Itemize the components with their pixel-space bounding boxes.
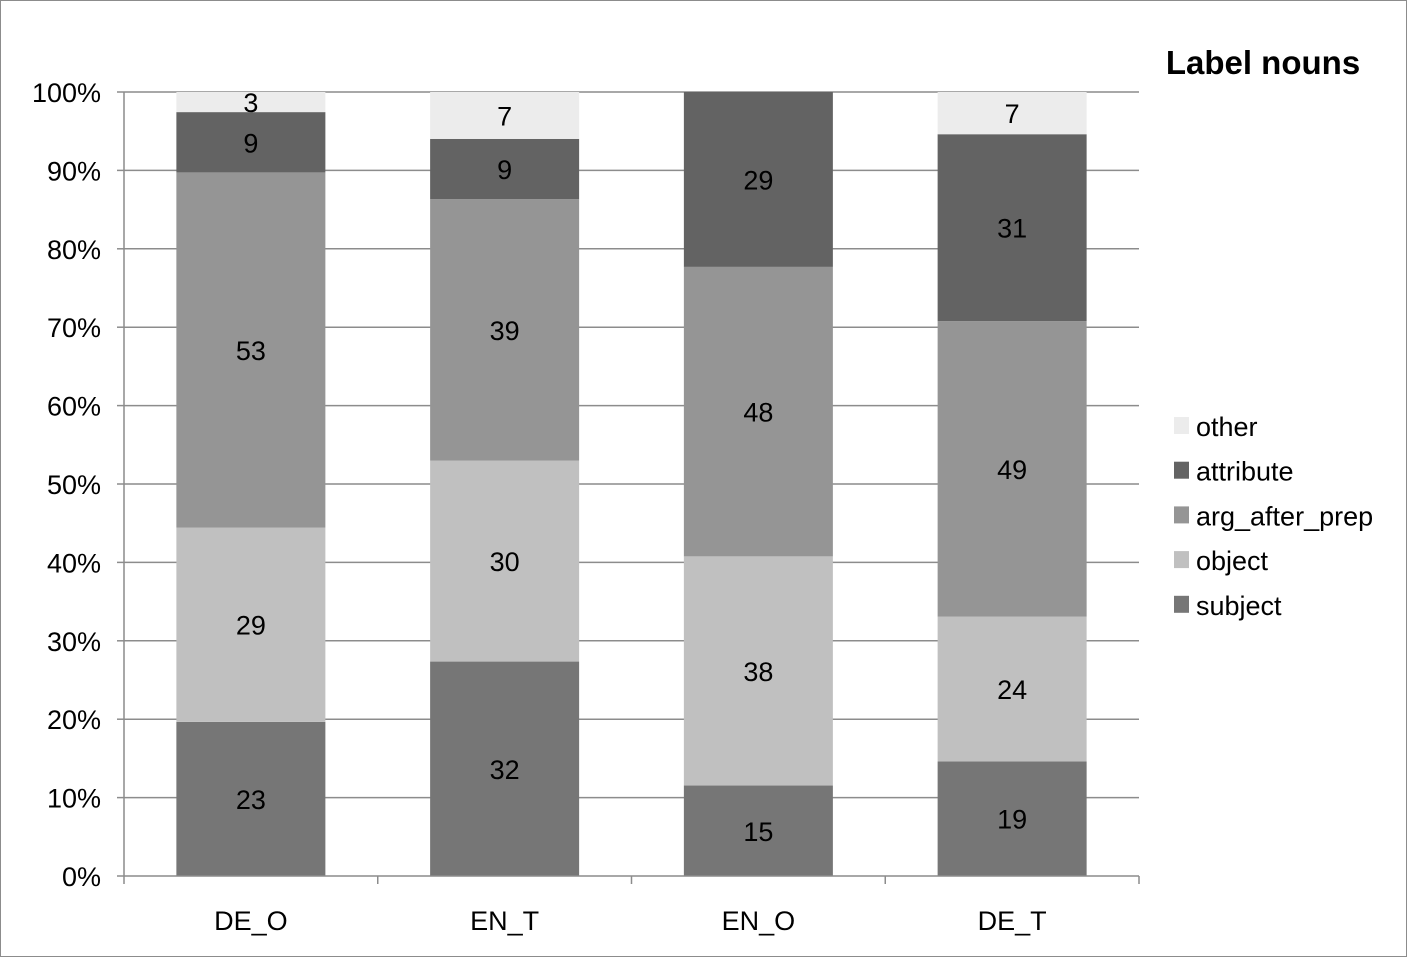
data-label: 15	[743, 817, 773, 847]
y-tick-label: 40%	[47, 548, 101, 578]
bar-segment-attribute	[176, 112, 326, 173]
bar-segment-arg-after-prep	[683, 266, 833, 557]
legend-swatch	[1174, 595, 1189, 613]
bar-segment-attribute	[430, 138, 580, 200]
bars	[176, 92, 1087, 876]
bar-segment-other	[430, 92, 580, 139]
y-tick-label: 20%	[47, 705, 101, 735]
bar-segment-attribute	[683, 92, 833, 267]
bar-segment-subject	[430, 661, 580, 876]
y-tick-label: 0%	[62, 862, 101, 892]
legend-label: other	[1196, 412, 1258, 442]
data-label: 19	[997, 805, 1027, 835]
data-label: 38	[743, 657, 773, 687]
data-label: 48	[743, 398, 773, 428]
axes: 0% 10% 20% 30% 40% 50% 60% 70% 80% 90% 100% DE_O EN_…	[32, 78, 1140, 936]
bar-segment-subject	[683, 785, 833, 876]
y-tick-label: 60%	[47, 392, 101, 422]
y-tick-label: 10%	[47, 784, 101, 814]
data-label: 23	[236, 785, 266, 815]
x-category-label: EN_T	[470, 906, 539, 936]
data-label: 7	[497, 101, 512, 131]
chart-title: Label nouns	[1166, 44, 1360, 81]
data-label: 9	[243, 128, 258, 158]
data-labels: 23 29 53 9 3 32 30 39 9 7 15 38 48 29 19 24 49 31 7	[236, 88, 1027, 847]
legend-label: subject	[1196, 591, 1282, 621]
bar-segment-arg-after-prep	[430, 199, 580, 461]
data-label: 7	[1005, 99, 1020, 129]
data-label: 3	[243, 88, 258, 118]
legend-swatch	[1174, 551, 1189, 569]
x-category-label: DE_T	[978, 906, 1047, 936]
legend-label: arg_after_prep	[1196, 501, 1373, 531]
data-label: 31	[997, 214, 1027, 244]
legend-label: object	[1196, 546, 1269, 576]
legend-swatch	[1174, 417, 1189, 434]
data-label: 29	[236, 611, 266, 641]
bar-segment-subject	[937, 761, 1087, 876]
bar-segment-other	[937, 92, 1087, 135]
data-label: 39	[490, 316, 520, 346]
y-tick-label: 30%	[47, 627, 101, 657]
bar-segment-object	[176, 527, 326, 722]
data-label: 30	[490, 547, 520, 577]
legend-label: attribute	[1196, 457, 1294, 487]
legend-swatch	[1174, 461, 1189, 479]
data-label: 29	[743, 165, 773, 195]
y-tick-label: 90%	[47, 156, 101, 186]
bar-segment-object	[430, 460, 580, 662]
data-label: 49	[997, 455, 1027, 485]
x-category-label: DE_O	[214, 906, 288, 936]
y-tick-label: 50%	[47, 470, 101, 500]
y-tick-label: 70%	[47, 313, 101, 343]
bar-segment-attribute	[937, 134, 1087, 322]
data-label: 24	[997, 675, 1027, 705]
data-label: 9	[497, 155, 512, 185]
y-tick-label: 100%	[32, 78, 101, 108]
bar-segment-arg-after-prep	[176, 172, 326, 528]
legend-swatch	[1174, 506, 1189, 524]
bar-segment-arg-after-prep	[937, 321, 1087, 617]
data-label: 32	[490, 755, 520, 785]
bar-segment-subject	[176, 721, 326, 876]
bar-segment-object	[683, 556, 833, 786]
x-category-label: EN_O	[722, 906, 796, 936]
bar-segment-object	[937, 616, 1087, 762]
bar-segment-other	[176, 92, 326, 113]
y-tick-label: 80%	[47, 235, 101, 265]
data-label: 53	[236, 336, 266, 366]
